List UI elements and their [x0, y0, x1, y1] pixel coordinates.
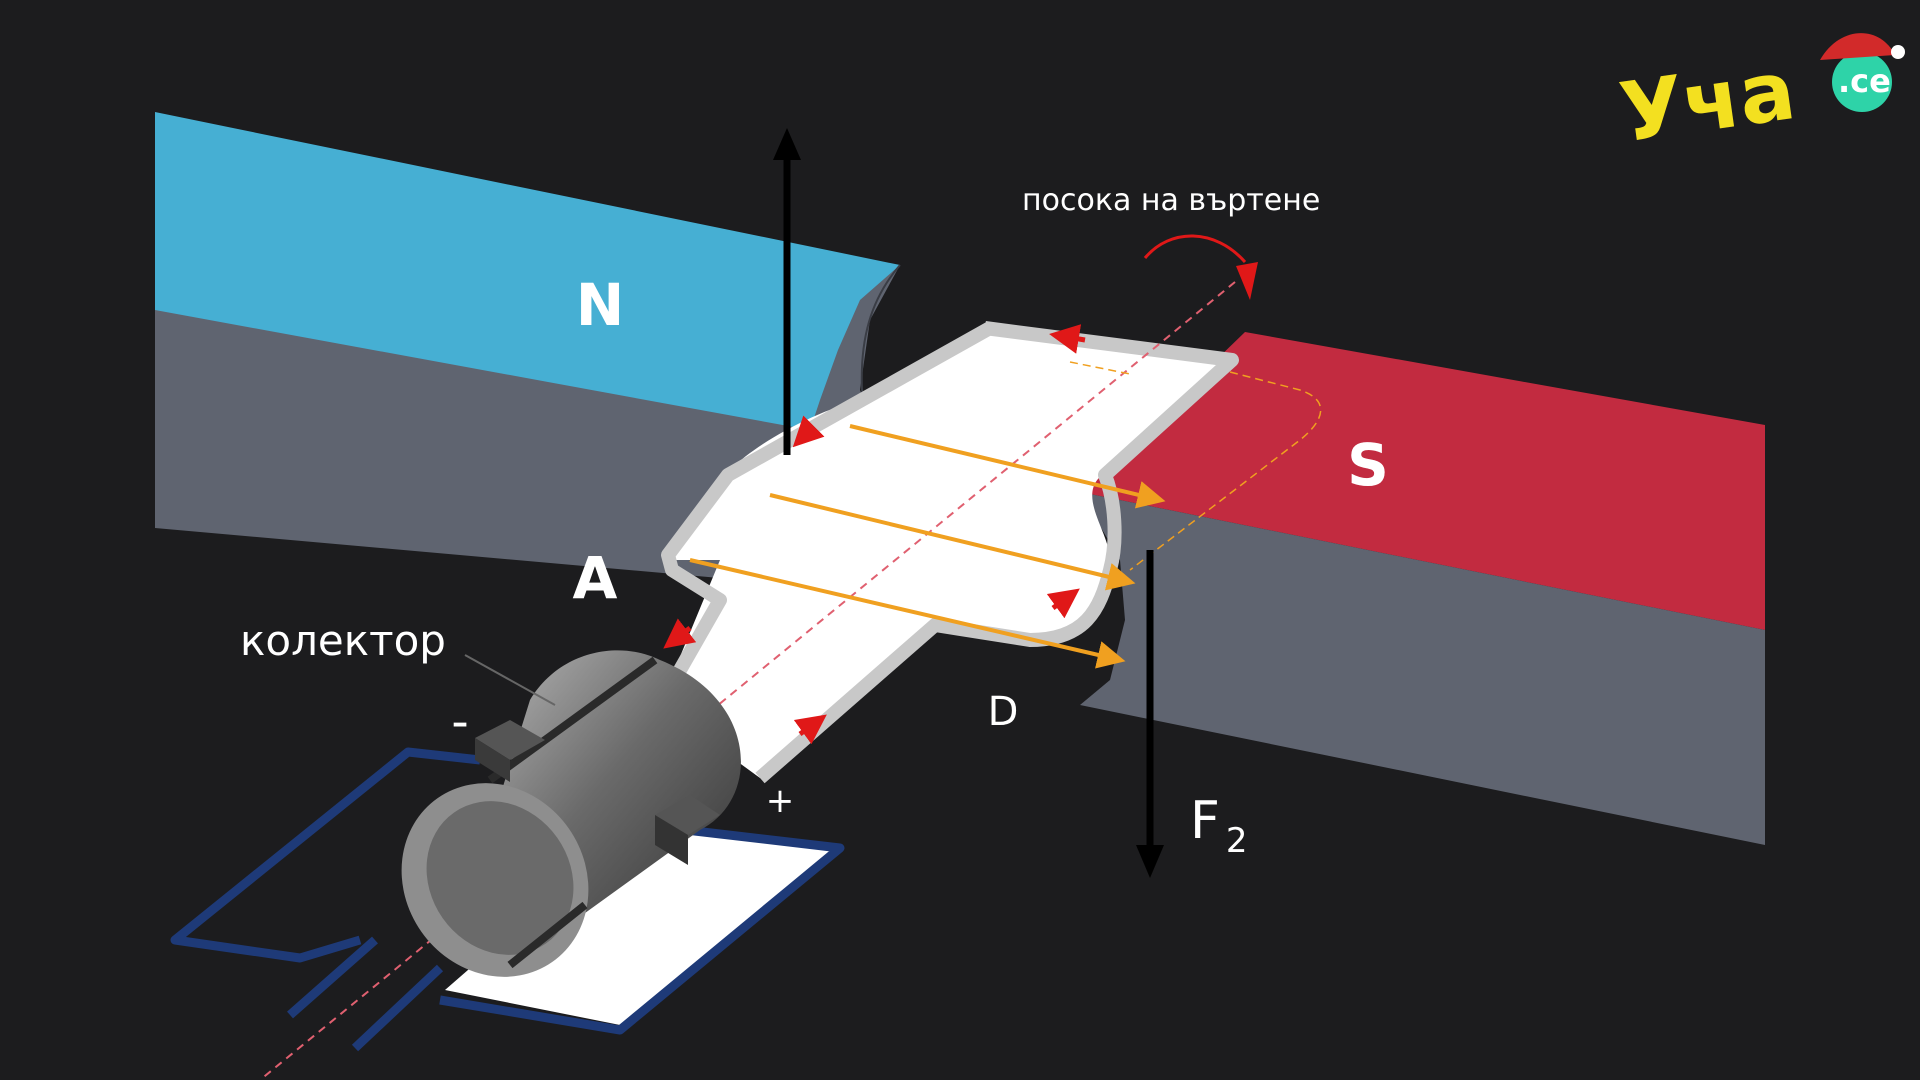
current-arrow-2: [792, 415, 825, 448]
south-magnet: S: [1080, 332, 1765, 845]
battery-plate-long: [287, 936, 378, 1019]
force-symbol: F: [1190, 791, 1220, 851]
rotation-arrow-icon: [1143, 234, 1247, 263]
rotation-arrow-head: [1236, 262, 1258, 300]
north-magnet-top: [155, 112, 900, 430]
south-magnet-top: [1080, 332, 1765, 630]
force-subscript: 2: [1226, 821, 1248, 861]
commutator-split: [487, 656, 658, 969]
rotation-indicator: посока на въртене: [1022, 183, 1320, 300]
point-d-label: D: [988, 689, 1019, 735]
circuit-wire-plus: [439, 815, 845, 1035]
uchase-logo: Уча .се: [1614, 33, 1905, 161]
brush-plus: [655, 795, 720, 835]
field-lines: [689, 361, 1322, 669]
current-arrow-1: [1049, 324, 1086, 354]
commutator-pointer: [464, 654, 556, 706]
force-f1-head: [773, 128, 801, 160]
field-line-3: [689, 558, 1126, 669]
current-arrow-4: [1046, 588, 1080, 619]
current-arrows: [663, 324, 1086, 745]
commutator: [401, 650, 741, 977]
minus-sign: -: [451, 694, 468, 750]
north-pole-label: N: [576, 271, 625, 339]
field-line-dashed: [1129, 371, 1322, 571]
brush-plus-side: [655, 815, 688, 865]
logo-badge: [1832, 52, 1892, 112]
commutator-hollow: [426, 801, 574, 955]
plus-sign: +: [766, 781, 795, 821]
brush-minus: [475, 720, 545, 760]
current-arrow-3: [663, 618, 697, 649]
south-pole-label: S: [1347, 431, 1389, 499]
commutator-label: колектор: [240, 616, 446, 665]
circuit-plate: [445, 820, 840, 1025]
field-line-2: [769, 493, 1136, 591]
battery-plate-short: [351, 964, 444, 1052]
field-line-1: [849, 424, 1166, 509]
rotation-direction-label: посока на въртене: [1022, 183, 1320, 218]
external-circuit: - +: [170, 694, 845, 1052]
santa-hat-pompom: [1891, 45, 1905, 59]
santa-hat-icon: [1820, 33, 1895, 60]
circuit-wire-minus: [170, 747, 481, 963]
force-f2-head: [1136, 845, 1164, 878]
point-a-label: A: [573, 544, 618, 612]
south-magnet-side: [1080, 492, 1765, 845]
field-line-4: [1069, 361, 1131, 375]
current-arrow-5: [793, 714, 827, 745]
brush-minus-side: [475, 738, 510, 782]
logo-suffix-text: .се: [1838, 62, 1891, 100]
logo-main-text: Уча: [1614, 43, 1800, 161]
